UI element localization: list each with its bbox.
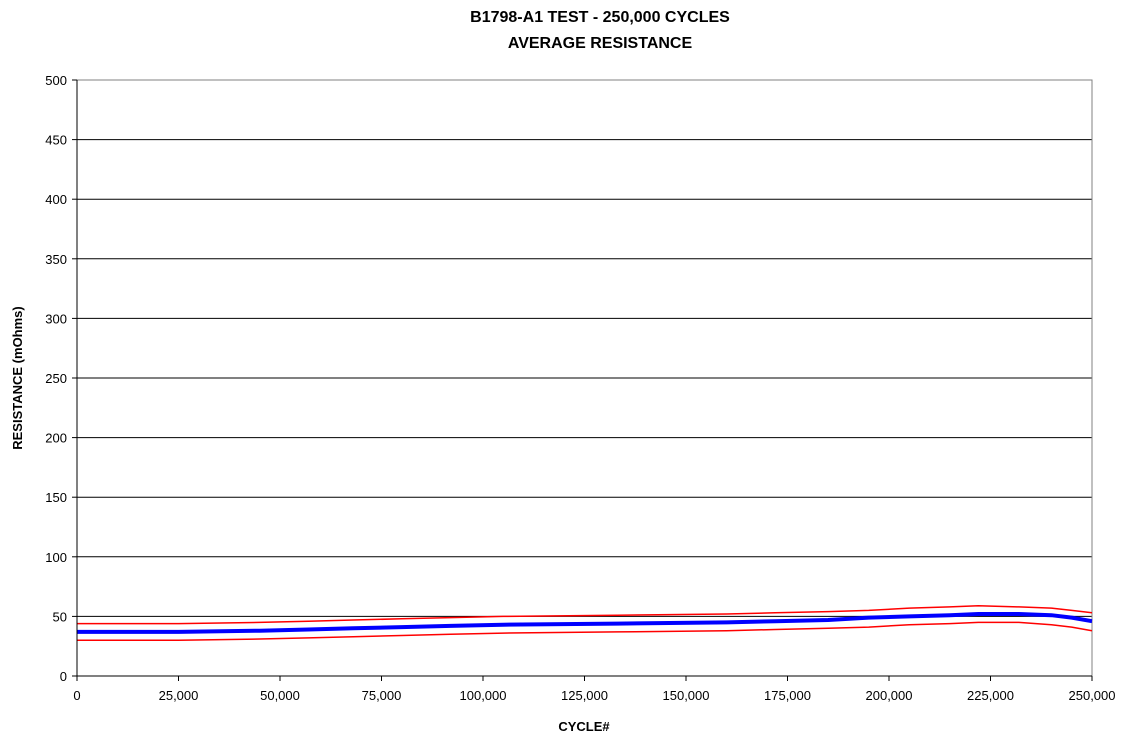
y-tick-label: 200 <box>45 431 67 446</box>
x-tick-label: 125,000 <box>561 688 608 703</box>
y-tick-label: 500 <box>45 73 67 88</box>
series-line-1 <box>77 604 1093 625</box>
y-tick-label: 100 <box>45 550 67 565</box>
y-tick-label: 350 <box>45 252 67 267</box>
y-axis-label: RESISTANCE (mOhms) <box>10 306 25 450</box>
series-group <box>77 604 1093 641</box>
y-tick-label: 0 <box>60 669 67 684</box>
y-tick-label: 450 <box>45 133 67 148</box>
y-tick-label: 400 <box>45 192 67 207</box>
x-tick-label: 200,000 <box>866 688 913 703</box>
x-tick-label: 250,000 <box>1069 688 1116 703</box>
y-axis-ticks: 0 50 100 150 200 250 300 350 400 450 500 <box>45 73 77 684</box>
y-tick-label: 250 <box>45 371 67 386</box>
y-tick-label: 50 <box>53 609 67 624</box>
y-tick-label: 150 <box>45 490 67 505</box>
x-tick-label: 225,000 <box>967 688 1014 703</box>
series-line-2 <box>77 612 1093 634</box>
x-tick-label: 25,000 <box>159 688 199 703</box>
x-tick-label: 75,000 <box>362 688 402 703</box>
x-tick-label: 150,000 <box>663 688 710 703</box>
x-axis-label: CYCLE# <box>558 719 610 734</box>
series-line-3 <box>77 621 1093 641</box>
x-axis-ticks: 0 25,000 50,000 75,000 100,000 125,000 150,000… <box>73 676 1116 703</box>
x-tick-label: 50,000 <box>260 688 300 703</box>
x-tick-label: 175,000 <box>764 688 811 703</box>
gridlines <box>77 79 1092 617</box>
x-tick-label: 0 <box>73 688 80 703</box>
chart-subtitle: AVERAGE RESISTANCE <box>508 35 693 52</box>
chart-title: B1798-A1 TEST - 250,000 CYCLES <box>470 9 730 26</box>
y-tick-label: 300 <box>45 311 67 326</box>
x-tick-label: 100,000 <box>460 688 507 703</box>
